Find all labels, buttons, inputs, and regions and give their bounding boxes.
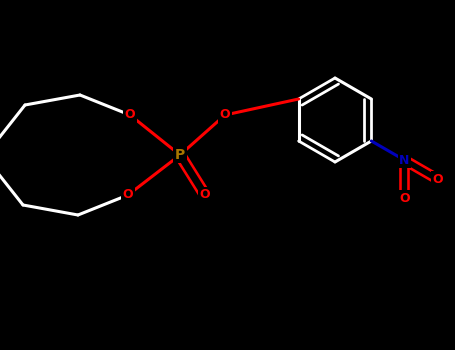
Text: O: O (123, 189, 133, 202)
Text: N: N (399, 154, 410, 167)
Text: O: O (399, 191, 410, 204)
Text: P: P (175, 148, 185, 162)
Text: O: O (200, 189, 210, 202)
Text: O: O (125, 108, 135, 121)
Text: O: O (220, 108, 230, 121)
Text: O: O (432, 173, 443, 186)
